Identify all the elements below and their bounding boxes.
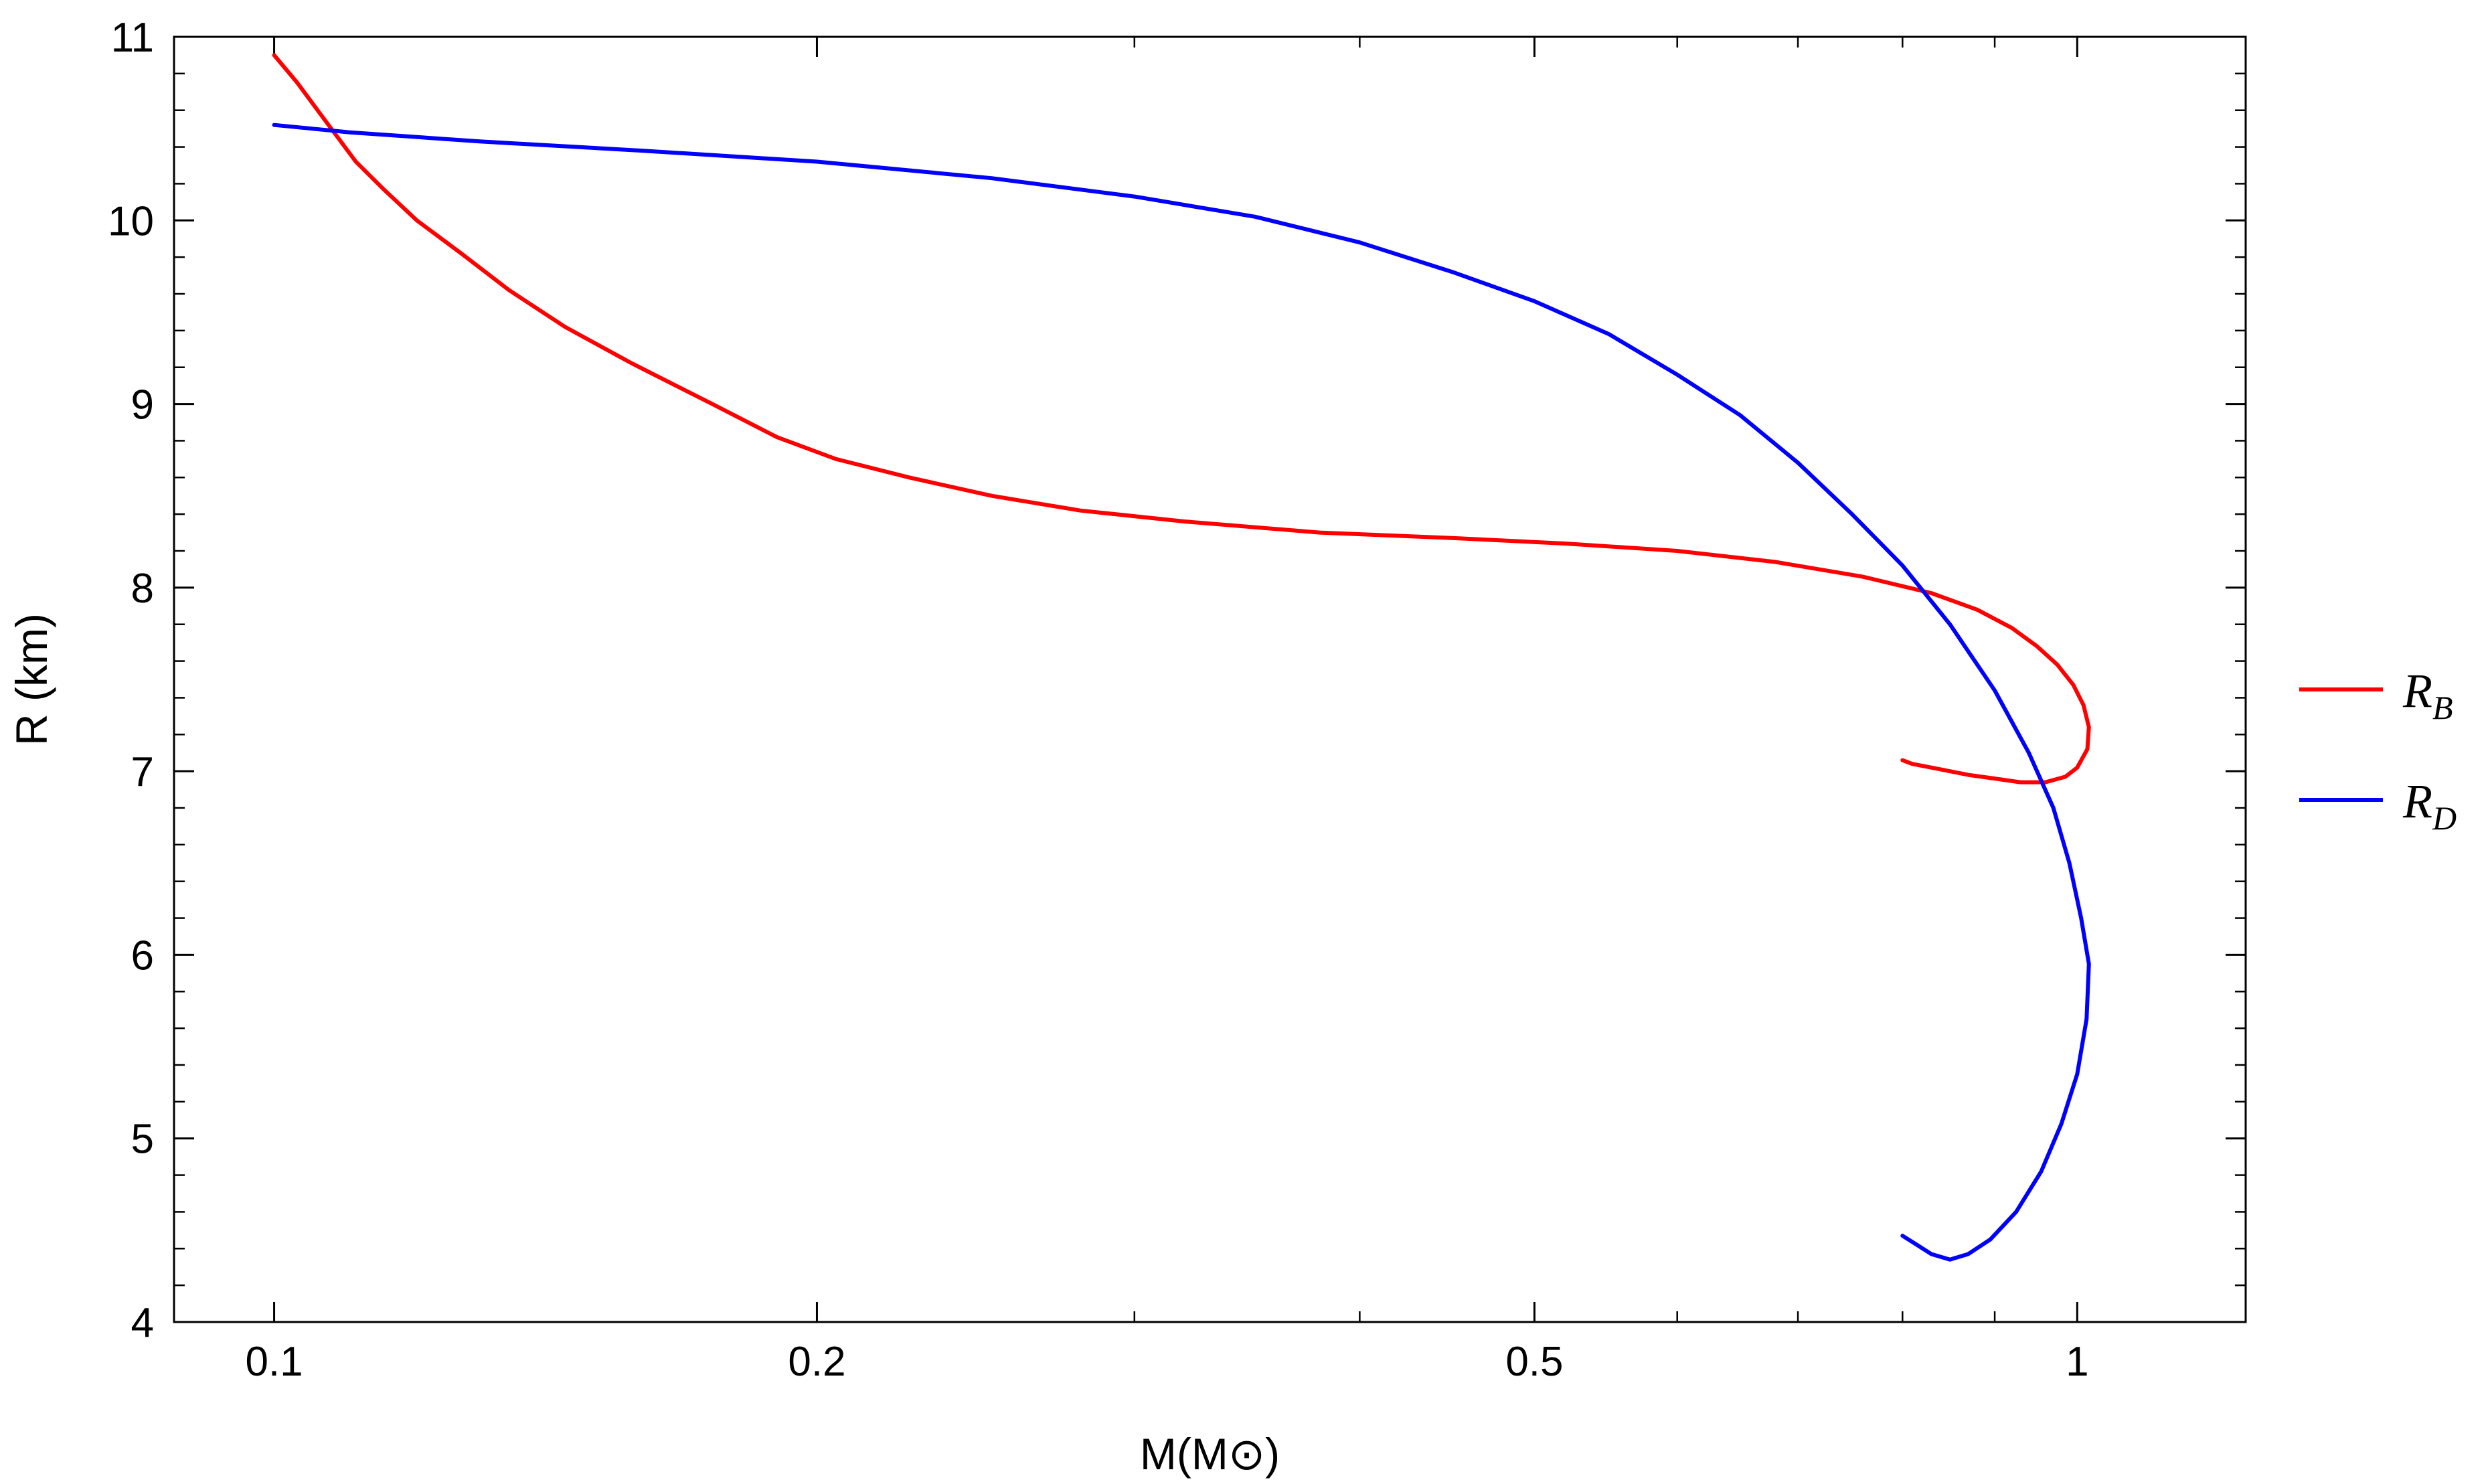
legend-label: RD [2402,774,2457,837]
series-layer [272,53,2091,1262]
y-tick-label: 9 [131,382,154,428]
y-tick-label: 4 [131,1300,154,1346]
legend-label-main: R [2402,664,2432,718]
x-tick-label: 0.2 [788,1339,845,1385]
y-tick-label: 5 [131,1117,154,1163]
y-tick-label: 11 [111,15,154,61]
legend-label: RB [2402,664,2453,726]
x-tick-label: 1 [2066,1339,2088,1385]
axis-ticks [174,35,2246,1323]
axis-tick-labels: 0.1 0.2 0.5 1 4 5 6 7 8 9 10 11 [108,15,2089,1385]
series-line-r-d [272,122,2091,1262]
plot-frame [173,35,2247,1323]
y-tick-label: 7 [131,749,154,795]
legend-label-main: R [2402,774,2432,828]
series-line-r-b [272,53,2091,785]
x-tick-label: 0.5 [1505,1339,1563,1385]
y-tick-label: 6 [131,932,154,979]
legend-label-subscript: B [2432,689,2453,726]
x-axis-title: M(M⊙) [1140,1429,1280,1479]
y-tick-label: 10 [108,198,154,244]
y-axis-title: R (km) [7,613,56,746]
x-tick-label: 0.1 [245,1339,303,1385]
y-tick-label: 8 [131,566,154,612]
legend-label-subscript: D [2432,799,2457,837]
